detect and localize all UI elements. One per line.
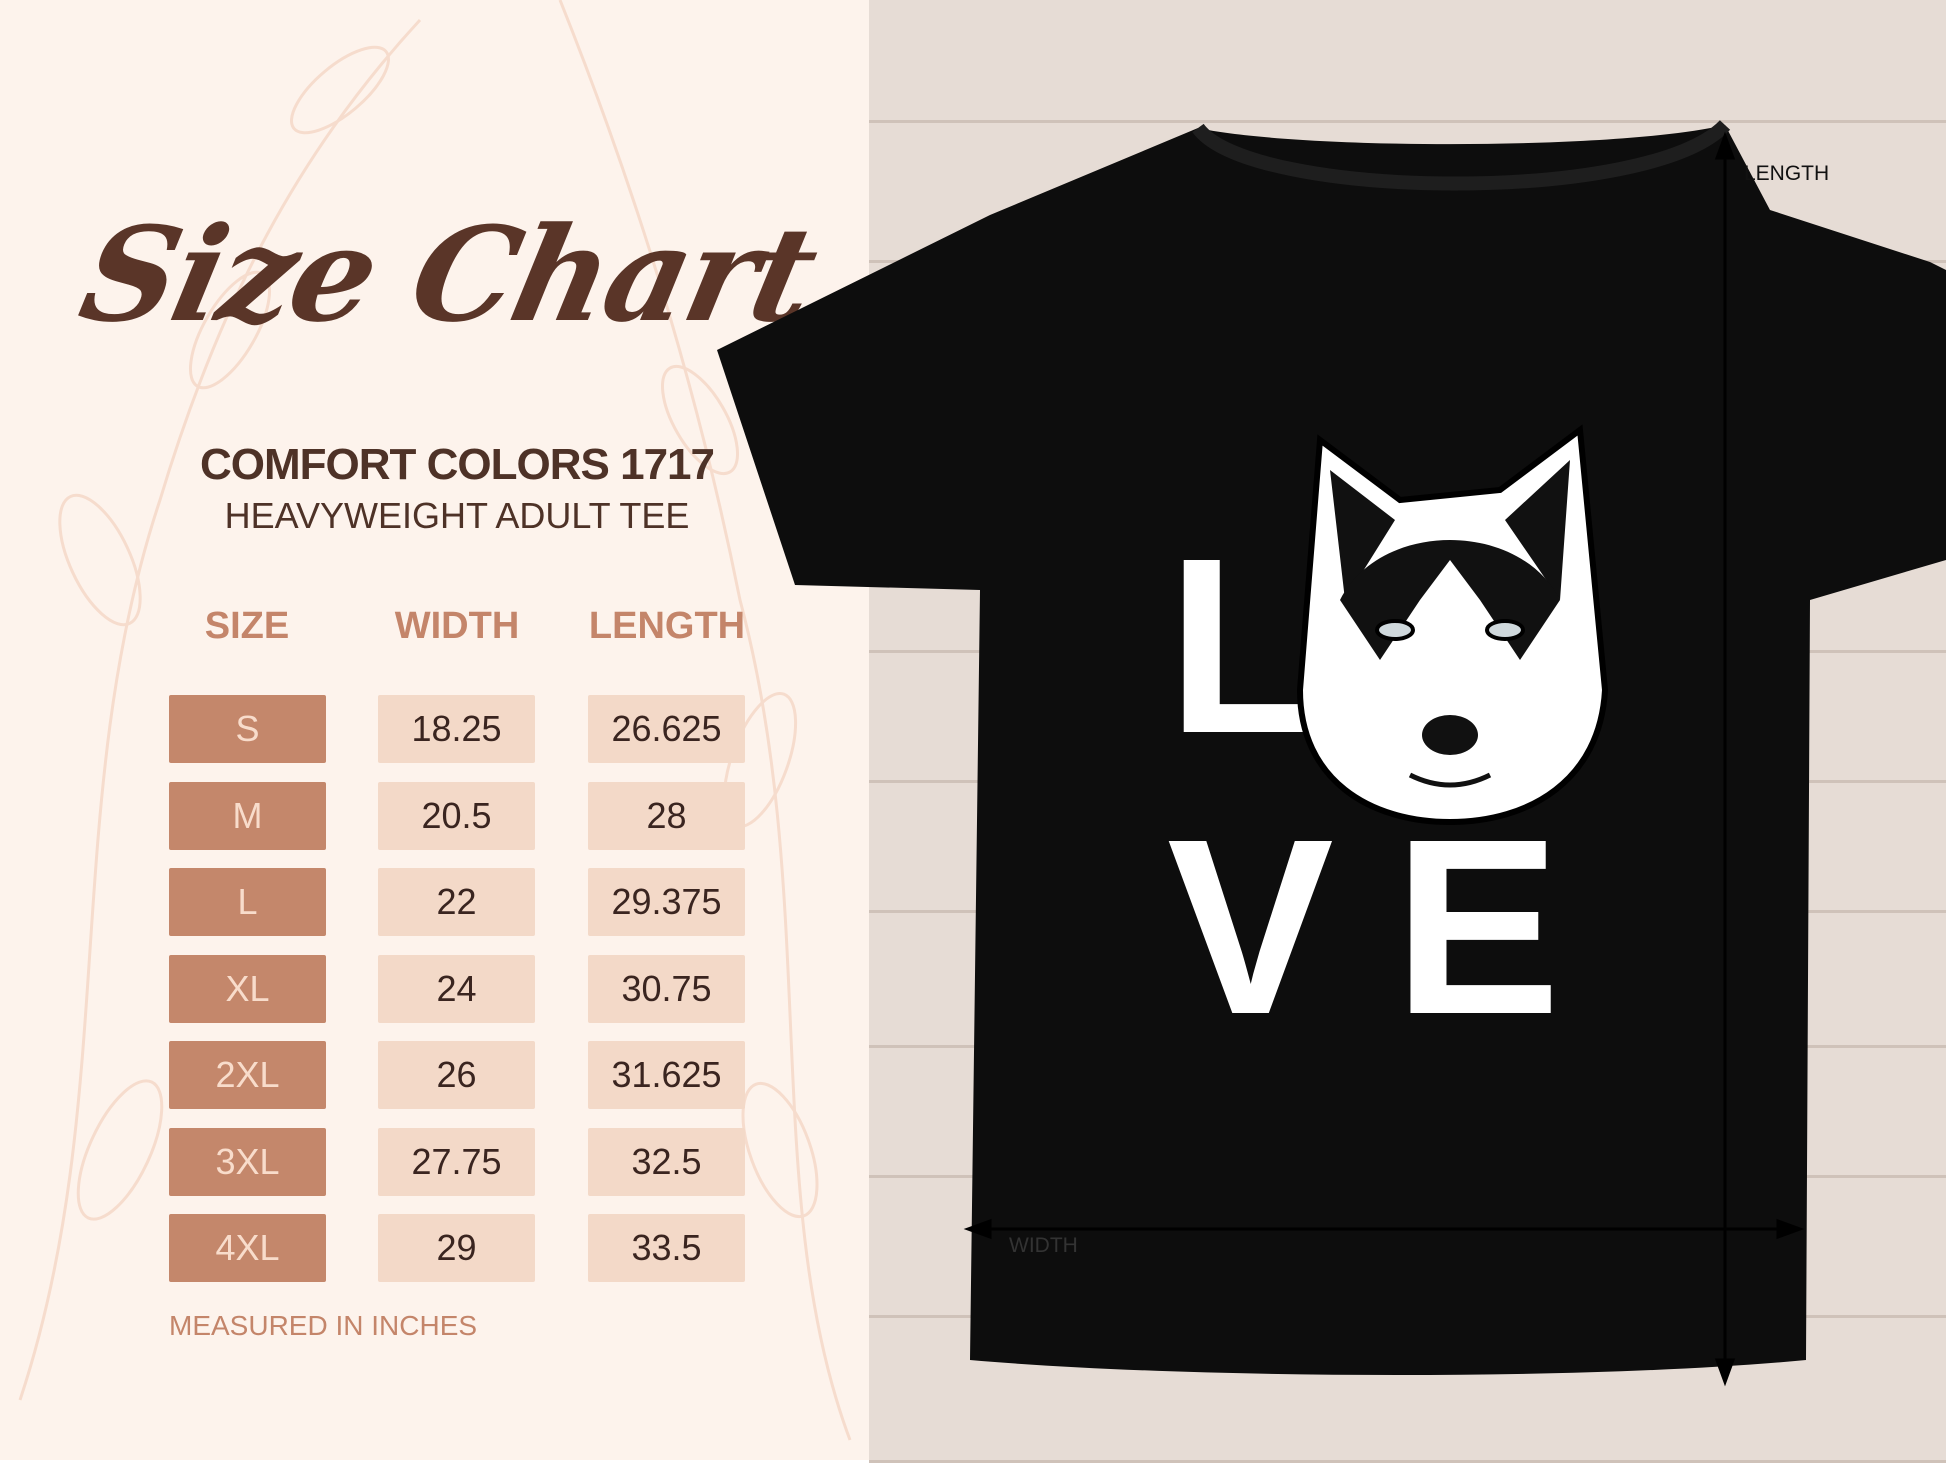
- table-cell-width: 27.75: [378, 1127, 535, 1196]
- table-cell-width: 26: [378, 1041, 535, 1109]
- size-chart-panel: Size Chart COMFORT COLORS 1717 HEAVYWEIG…: [0, 0, 869, 1460]
- table-cell-length: 30.75: [588, 954, 745, 1023]
- table-cell-size: S: [169, 695, 326, 763]
- arrow-left-icon: [963, 1218, 992, 1240]
- table-cell-width: 18.25: [378, 695, 535, 763]
- table-cell-size: 4XL: [169, 1214, 326, 1282]
- table-cell-width: 22: [378, 868, 535, 936]
- header-size: SIZE: [204, 605, 290, 647]
- table-cell-size: 2XL: [169, 1041, 326, 1109]
- table-cell-length: 26.625: [588, 695, 745, 763]
- table-cell-width: 29: [378, 1214, 535, 1282]
- table-cell-length: 32.5: [588, 1127, 745, 1196]
- header-width: WIDTH: [394, 605, 520, 647]
- product-description: HEAVYWEIGHT ADULT TEE: [224, 495, 690, 536]
- table-cell-length: 28: [588, 781, 745, 850]
- table-cell-size: L: [169, 868, 326, 936]
- table-cell-length: 29.375: [588, 868, 745, 936]
- length-label: LENGTH: [1744, 162, 1830, 185]
- table-cell-width: 24: [378, 954, 535, 1023]
- leaf-pattern-background: [18, 0, 852, 1441]
- table-cell-width: 20.5: [378, 781, 535, 850]
- header-length: LENGTH: [588, 605, 746, 647]
- table-cell-length: 31.625: [588, 1041, 745, 1109]
- arrow-up-icon: [1714, 131, 1736, 160]
- table-cell-size: XL: [169, 954, 326, 1023]
- table-cell-length: 33.5: [588, 1214, 745, 1282]
- measurement-note: MEASURED IN INCHES: [169, 1310, 478, 1341]
- arrow-right-icon: [1776, 1218, 1805, 1240]
- product-name: COMFORT COLORS 1717: [200, 440, 715, 489]
- table-cell-size: 3XL: [169, 1127, 326, 1196]
- arrow-down-icon: [1714, 1358, 1736, 1387]
- width-label: WIDTH: [1009, 1234, 1078, 1257]
- table-cell-size: M: [169, 781, 326, 850]
